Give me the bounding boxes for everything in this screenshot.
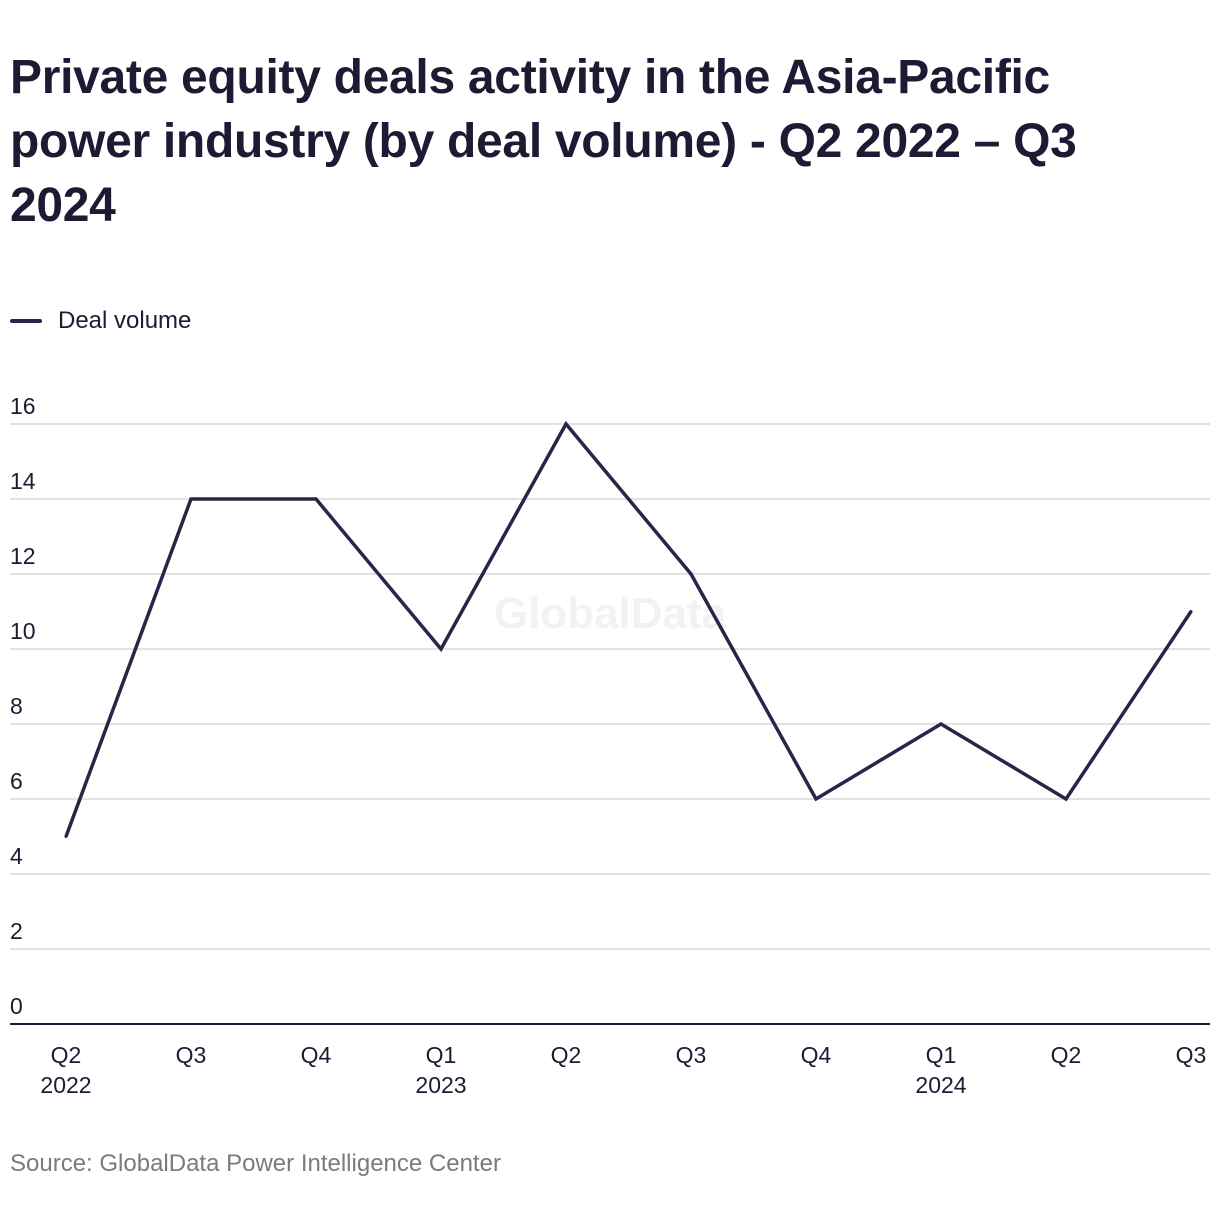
x-axis-ticks: Q2 2022 Q3 Q4 Q1 2023 Q2 Q3 Q4 Q1 2024 Q2 Q3 (40, 1042, 1206, 1098)
x-tick-label-line: Q3 (176, 1042, 207, 1068)
watermark: GlobalData (494, 589, 727, 638)
x-tick-label: Q3 (176, 1042, 207, 1068)
data-point (564, 422, 568, 426)
x-tick-label: Q2 (551, 1042, 582, 1068)
data-point (814, 797, 818, 801)
y-tick-label: 14 (10, 468, 36, 494)
source-note: Source: GlobalData Power Intelligence Ce… (10, 1150, 501, 1177)
x-tick-label-line: 2023 (415, 1072, 466, 1098)
x-tick-label-line: Q1 (926, 1042, 957, 1068)
data-point (189, 497, 193, 501)
chart-title: Private equity deals activity in the Asi… (10, 51, 1077, 232)
legend-swatch (10, 319, 42, 323)
series-line-deal-volume (64, 420, 1193, 838)
x-tick-label: Q1 2023 (415, 1042, 466, 1098)
x-tick-label-line: Q2 (1051, 1042, 1082, 1068)
y-axis-ticks: 0 2 4 6 8 10 12 14 16 (10, 393, 36, 1019)
y-tick-label: 2 (10, 918, 23, 944)
legend-label: Deal volume (58, 307, 192, 334)
data-point (1189, 610, 1193, 613)
x-tick-label-line: Q1 (426, 1042, 457, 1068)
x-tick-label: Q1 2024 (915, 1042, 966, 1098)
y-tick-label: 12 (10, 543, 36, 569)
x-tick-label: Q3 (676, 1042, 707, 1068)
data-point (689, 572, 693, 576)
data-point (939, 722, 943, 726)
y-tick-label: 0 (10, 993, 23, 1019)
x-tick-label: Q2 (1051, 1042, 1082, 1068)
data-point (439, 647, 443, 651)
series (64, 420, 1193, 838)
data-point (1064, 797, 1068, 801)
x-tick-label-line: Q3 (676, 1042, 707, 1068)
y-tick-label: 8 (10, 693, 23, 719)
y-tick-label: 4 (10, 843, 23, 869)
x-tick-label-line: 2024 (915, 1072, 966, 1098)
x-tick-label: Q4 (301, 1042, 332, 1068)
x-tick-label: Q4 (801, 1042, 832, 1068)
x-tick-label: Q3 (1176, 1042, 1207, 1068)
x-tick-label-line: 2022 (40, 1072, 91, 1098)
x-tick-label-line: Q2 (551, 1042, 582, 1068)
y-tick-label: 16 (10, 393, 36, 419)
x-tick-label-line: Q3 (1176, 1042, 1207, 1068)
y-tick-label: 6 (10, 768, 23, 794)
legend: Deal volume (10, 306, 191, 336)
x-tick-label-line: Q4 (801, 1042, 832, 1068)
x-tick-label-line: Q4 (301, 1042, 332, 1068)
x-tick-label: Q2 2022 (40, 1042, 91, 1098)
x-tick-label-line: Q2 (51, 1042, 82, 1068)
data-point (314, 497, 318, 501)
y-tick-label: 10 (10, 618, 36, 644)
data-point (64, 835, 68, 838)
line-chart: 0 2 4 6 8 10 12 14 16 GlobalData Q2 2022 Q3 Q4 Q1 202… (10, 393, 1210, 1098)
